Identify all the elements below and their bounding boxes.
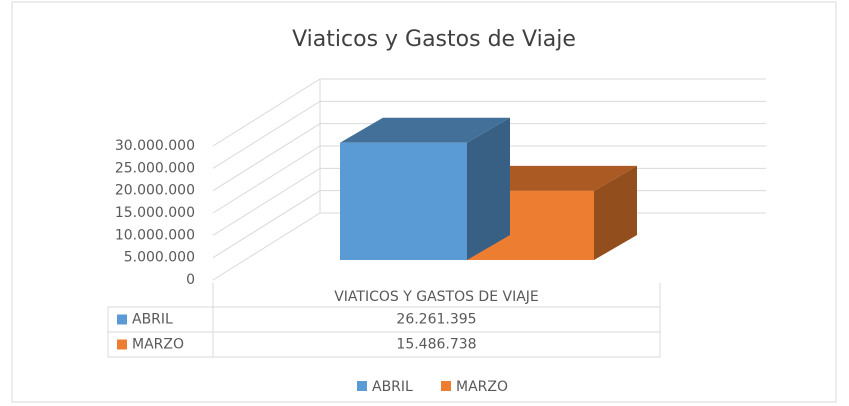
table-legend-key <box>117 314 127 325</box>
bar-side <box>467 117 510 261</box>
bar-front <box>340 142 467 260</box>
legend-label: ABRIL <box>372 379 413 395</box>
y-tick-label: 5.000.000 <box>124 250 195 266</box>
table-header: VIATICOS Y GASTOS DE VIAJE <box>334 289 539 305</box>
legend-key <box>357 381 367 391</box>
legend-key <box>441 381 451 391</box>
bar-side <box>594 165 637 260</box>
y-tick-label: 30.000.000 <box>115 138 195 154</box>
bar-top <box>340 117 510 143</box>
y-tick-label: 15.000.000 <box>115 205 195 221</box>
table-value: 26.261.395 <box>396 312 476 328</box>
table-legend-key <box>117 339 127 350</box>
table-row-label: MARZO <box>132 337 184 353</box>
y-tick-label: 0 <box>186 272 195 288</box>
bar <box>340 117 510 261</box>
table-row-label: ABRIL <box>132 312 173 328</box>
table-value: 15.486.738 <box>396 337 476 353</box>
chart-title: Viaticos y Gastos de Viaje <box>292 27 576 52</box>
y-tick-label: 10.000.000 <box>115 227 195 243</box>
y-tick-label: 25.000.000 <box>115 160 195 176</box>
y-tick-label: 20.000.000 <box>115 183 195 199</box>
legend-label: MARZO <box>456 379 508 395</box>
